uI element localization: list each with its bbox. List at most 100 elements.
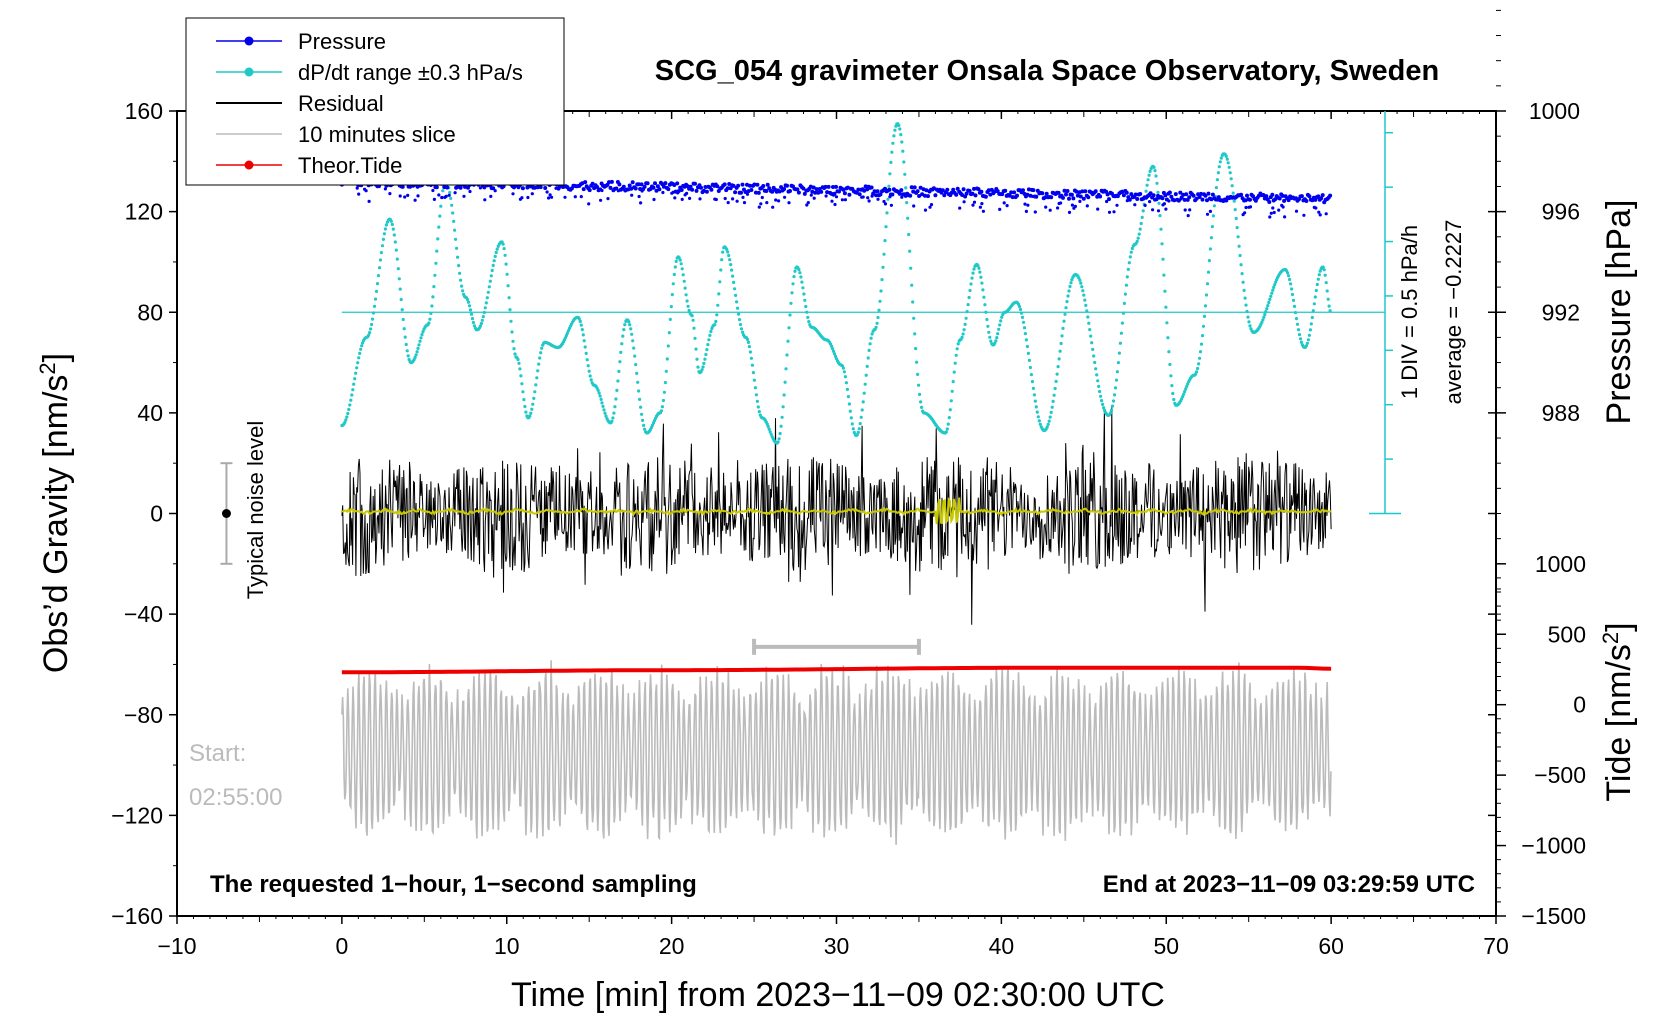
dpdt-point — [954, 353, 958, 357]
pressure-point — [897, 191, 902, 196]
pressure-point — [462, 194, 466, 198]
pressure-point — [847, 192, 852, 197]
dpdt-point — [905, 201, 909, 205]
dpdt-point — [356, 361, 360, 365]
dpdt-point — [787, 326, 791, 330]
pressure-point — [1269, 211, 1273, 215]
dpdt-point — [1094, 367, 1098, 371]
dpdt-point — [494, 250, 498, 255]
dpdt-point — [862, 391, 866, 395]
dpdt-point — [1117, 351, 1121, 355]
dpdt-point — [392, 233, 396, 237]
dpdt-point — [432, 285, 436, 289]
pressure-point — [1314, 206, 1318, 210]
dpdt-point — [778, 431, 782, 436]
dpdt-point — [479, 321, 483, 326]
dpdt-point — [1328, 309, 1332, 313]
dpdt-point — [757, 410, 761, 414]
dpdt-point — [382, 232, 386, 236]
dpdt-point — [1321, 265, 1325, 269]
pressure-point — [383, 187, 387, 191]
pressure-point — [444, 194, 448, 198]
pressure-point — [1002, 201, 1006, 205]
dpdt-point — [615, 388, 619, 392]
pressure-point — [1188, 208, 1192, 212]
dpdt-point — [1204, 293, 1209, 297]
pressure-tick-label: 992 — [1542, 299, 1580, 325]
pressure-point — [406, 193, 410, 197]
pressure-point — [693, 181, 697, 186]
pressure-point — [840, 198, 845, 202]
dpdt-point — [859, 415, 863, 419]
dpdt-point — [346, 411, 350, 416]
pressure-point — [866, 196, 870, 200]
pressure-point — [1224, 198, 1229, 203]
pressure-point — [1124, 190, 1129, 195]
pressure-point — [887, 187, 892, 192]
dpdt-point — [753, 386, 758, 390]
dpdt-point — [1248, 324, 1252, 328]
dpdt-point — [691, 318, 695, 322]
dpdt-point — [955, 347, 959, 351]
dpdt-point — [1102, 406, 1106, 410]
dpdt-point — [441, 189, 445, 193]
dpdt-point — [634, 363, 638, 367]
pressure-point — [755, 182, 760, 187]
dpdt-point — [964, 316, 968, 320]
dpdt-point — [903, 172, 907, 176]
pressure-point — [742, 201, 747, 205]
tide-series-line — [341, 665, 1332, 675]
pressure-point — [749, 188, 754, 192]
pressure-point — [364, 189, 368, 193]
dpdt-point — [891, 141, 895, 145]
pressure-point — [899, 188, 904, 193]
dpdt-point — [1091, 347, 1095, 351]
dpdt-point — [1309, 322, 1313, 326]
pressure-point — [614, 186, 619, 191]
pressure-point — [889, 203, 894, 207]
dpdt-point — [920, 405, 924, 409]
dpdt-point — [1215, 178, 1219, 182]
pressure-point — [929, 203, 934, 207]
dpdt-point — [345, 415, 349, 419]
pressure-point — [1056, 190, 1061, 195]
dpdt-point — [1124, 283, 1128, 287]
dpdt-point — [832, 352, 837, 356]
dpdt-point — [765, 422, 769, 426]
dpdt-point — [610, 419, 614, 423]
pressure-point — [806, 201, 810, 205]
pressure-point — [1248, 197, 1252, 202]
dpdt-point — [431, 295, 435, 299]
pressure-point — [824, 194, 828, 198]
dpdt-point — [501, 242, 505, 246]
dpdt-point — [671, 282, 675, 286]
pressure-point — [765, 201, 769, 205]
pressure-point — [550, 195, 554, 199]
dpdt-point — [353, 377, 357, 381]
dpdt-point — [374, 289, 379, 293]
pressure-point — [355, 186, 359, 190]
pressure-point — [1056, 206, 1060, 210]
dpdt-point — [529, 411, 533, 415]
dpdt-point — [1316, 277, 1320, 281]
pressure-point — [823, 184, 828, 189]
pressure-point — [434, 185, 439, 190]
dpdt-point — [381, 237, 385, 241]
dpdt-point — [963, 322, 967, 326]
dpdt-point — [349, 398, 353, 402]
pressure-point — [741, 195, 745, 199]
dpdt-point — [1184, 387, 1188, 391]
pressure-point — [548, 193, 552, 197]
dpdt-point — [1211, 214, 1215, 218]
dpdt-point — [524, 410, 528, 414]
dpdt-point — [908, 249, 912, 253]
y-tick-label: 40 — [137, 400, 163, 426]
pressure-point — [633, 186, 638, 191]
dpdt-point — [1048, 415, 1052, 419]
dpdt-point — [531, 402, 535, 406]
dpdt-point — [396, 267, 400, 271]
dpdt-point — [672, 272, 676, 277]
dpdt-point — [719, 268, 723, 272]
dpdt-point — [887, 184, 891, 188]
dpdt-point — [1067, 289, 1071, 293]
